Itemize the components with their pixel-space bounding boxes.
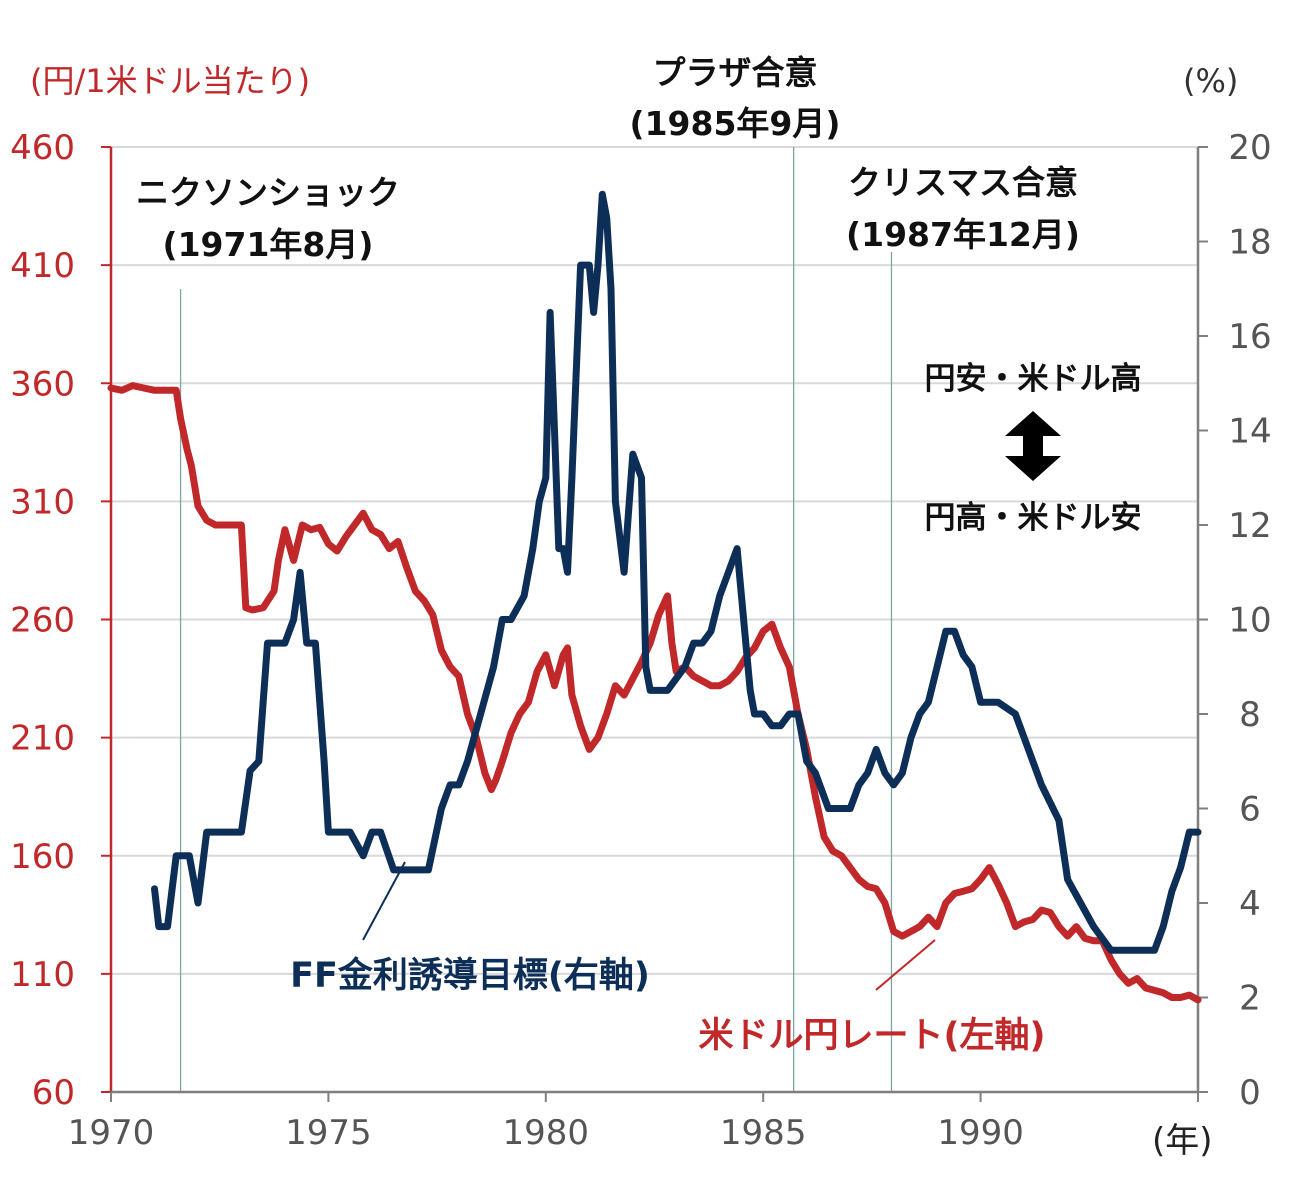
ff-label-leader [362, 861, 406, 941]
right-tick-label: 10 [1228, 601, 1271, 641]
left-tick-label: 360 [10, 364, 75, 404]
x-tick-label: 1980 [503, 1113, 590, 1153]
x-tick-label: 1970 [68, 1113, 155, 1153]
event-label-christmas: クリスマス合意 [848, 163, 1078, 202]
ff-series-label: FF金利誘導目標(右軸) [290, 955, 650, 996]
left-tick-label: 110 [10, 955, 75, 995]
series-layer [107, 190, 1202, 1004]
right-tick-label: 20 [1228, 128, 1271, 168]
left-axis-unit: (円/1米ドル当たり) [30, 62, 310, 100]
left-tick-label: 260 [10, 601, 75, 641]
x-tick-label: 1985 [720, 1113, 807, 1153]
axes: 60 110 160 210 260 310 360 410 460 0 2 4 6 8 10 12 14 16 1… [10, 128, 1272, 1153]
right-tick-label: 12 [1228, 506, 1271, 546]
right-tick-label: 14 [1228, 412, 1271, 452]
right-tick-label: 4 [1239, 884, 1261, 924]
right-tick-label: 18 [1228, 223, 1271, 263]
direction-up-label: 円安・米ドル高 [925, 361, 1142, 397]
event-date-christmas: (1987年12月) [846, 215, 1080, 254]
yen-series-label: 米ドル円レート(左軸) [699, 1016, 1046, 1056]
double-arrow-icon [1005, 411, 1061, 481]
ff-rate-line [151, 190, 1202, 954]
left-tick-label: 410 [10, 246, 75, 286]
event-date-plaza: (1985年9月) [630, 104, 841, 143]
x-axis-unit: (年) [1152, 1121, 1213, 1161]
direction-down-label: 円高・米ドル安 [925, 500, 1142, 536]
right-tick-label: 16 [1228, 317, 1271, 357]
right-tick-label: 0 [1239, 1073, 1261, 1113]
left-tick-label: 460 [10, 128, 75, 168]
right-axis-unit: (%) [1183, 62, 1238, 100]
right-tick-label: 2 [1239, 979, 1261, 1019]
event-label-plaza: プラザ合意 [653, 53, 818, 92]
event-label-nixon: ニクソンショック [136, 173, 400, 212]
right-tick-label: 6 [1239, 790, 1261, 830]
right-tick-label: 8 [1239, 695, 1261, 735]
yen-label-leader [875, 939, 936, 991]
left-tick-label: 210 [10, 719, 75, 759]
left-tick-label: 160 [10, 837, 75, 877]
x-tick-label: 1990 [937, 1113, 1024, 1153]
x-tick-label: 1975 [285, 1113, 372, 1153]
gridlines [111, 146, 1198, 975]
left-tick-label: 310 [10, 482, 75, 522]
left-tick-label: 60 [32, 1073, 75, 1113]
event-date-nixon: (1971年8月) [163, 225, 374, 264]
